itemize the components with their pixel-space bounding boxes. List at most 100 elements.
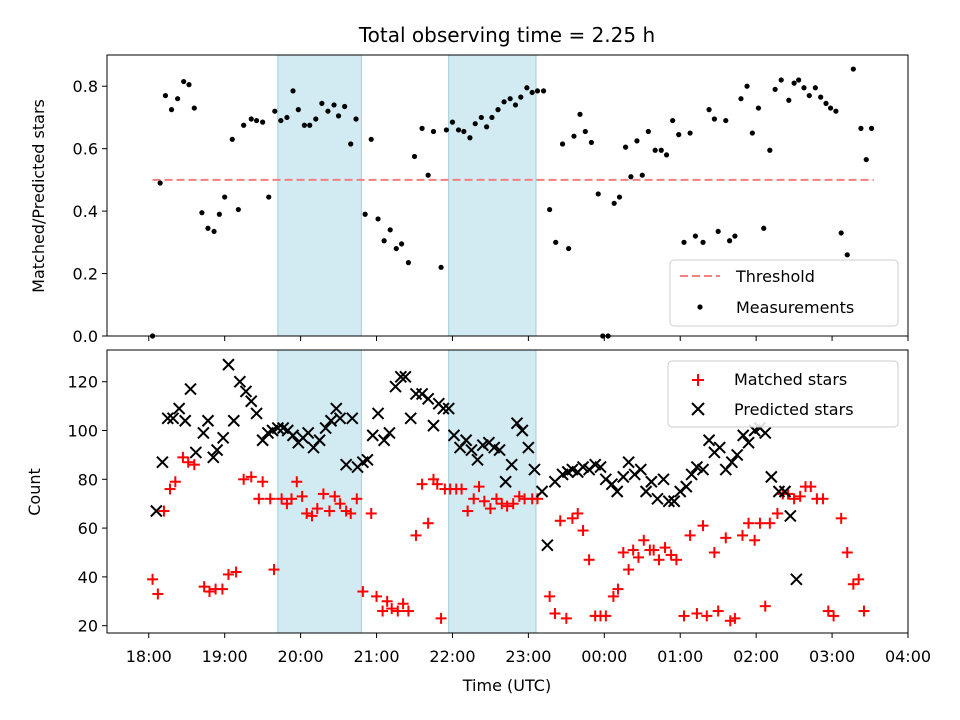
measurement-point — [827, 105, 834, 111]
measurement-point — [571, 133, 577, 139]
measurement-point — [331, 102, 337, 108]
predicted-star-marker — [737, 429, 750, 442]
predicted-star-markers — [150, 358, 803, 586]
measurement-point — [375, 216, 381, 222]
predicted-star-marker — [210, 443, 224, 457]
measurement-point — [472, 121, 478, 127]
predicted-star-marker — [765, 470, 778, 484]
matched-star-marker — [729, 612, 741, 624]
measurement-point — [687, 130, 693, 136]
measurement-point — [639, 172, 645, 178]
matched-star-marker — [334, 498, 346, 510]
matched-star-marker — [853, 573, 865, 585]
predicted-star-marker — [522, 441, 535, 454]
matched-star-marker — [617, 546, 629, 558]
measurement-point — [205, 225, 211, 231]
predicted-star-marker — [493, 443, 506, 457]
top-legend-box — [669, 259, 899, 327]
matched-star-marker — [648, 544, 660, 556]
measurement-point — [335, 113, 342, 119]
predicted-star-marker — [271, 421, 285, 435]
x-tick-label: 23:00 — [505, 647, 551, 666]
measurement-point — [211, 228, 217, 235]
matched-star-marker — [392, 605, 404, 617]
predicted-star-marker — [516, 424, 529, 437]
predicted-star-marker — [161, 412, 174, 425]
matched-star-marker — [771, 507, 783, 519]
matched-star-marker — [858, 605, 870, 617]
ratio-panel: 0.00.20.40.60.8 Matched/Predicted stars … — [29, 54, 909, 346]
x-tick-label: 04:00 — [885, 647, 931, 666]
matched-star-marker — [577, 525, 589, 537]
predicted-star-marker — [409, 387, 423, 401]
matched-star-marker — [665, 549, 677, 561]
measurement-point — [507, 96, 513, 102]
matched-star-marker — [566, 512, 578, 524]
predicted-star-marker — [713, 441, 726, 454]
matched-star-marker — [583, 554, 595, 566]
measurement-point — [786, 97, 792, 103]
measurement-point — [772, 86, 778, 92]
measurement-point — [191, 105, 197, 111]
top-legend: Threshold Measurements — [669, 259, 899, 327]
measurement-point — [290, 88, 296, 94]
predicted-star-marker — [172, 402, 186, 415]
predicted-star-marker — [510, 416, 524, 430]
predicted-star-marker — [233, 375, 247, 388]
predicted-star-marker — [313, 434, 326, 447]
measurement-point — [812, 85, 818, 91]
measurement-point — [467, 135, 473, 141]
y-tick-label: 0.2 — [73, 265, 98, 284]
matched-star-marker — [323, 505, 335, 517]
measurement-point — [553, 239, 559, 245]
measurement-point — [411, 153, 418, 160]
observing-window-1 — [448, 349, 537, 634]
predicted-star-marker — [759, 426, 772, 440]
matched-star-marker — [544, 590, 556, 602]
measurement-point — [692, 233, 699, 239]
measurement-point — [455, 127, 462, 133]
matched-star-marker — [754, 517, 766, 529]
measurement-point — [175, 96, 181, 102]
measurement-point — [319, 100, 325, 106]
measurement-point — [301, 122, 308, 128]
matched-star-marker — [817, 493, 829, 505]
predicted-star-marker — [617, 470, 630, 484]
predicted-star-marker — [645, 475, 658, 488]
predicted-star-marker — [447, 429, 461, 442]
measurement-point — [744, 83, 750, 89]
measurement-point — [732, 233, 738, 239]
matched-star-marker — [431, 478, 443, 490]
predicted-star-marker — [685, 468, 698, 481]
matched-star-marker — [222, 568, 234, 580]
matched-star-marker — [381, 595, 393, 607]
predicted-star-marker — [286, 429, 300, 442]
predicted-star-marker — [189, 446, 203, 459]
y-tick-label: 60 — [78, 519, 98, 538]
predicted-star-marker — [594, 460, 607, 474]
predicted-star-marker — [216, 431, 230, 445]
predicted-star-marker — [667, 495, 681, 508]
predicted-star-marker — [377, 434, 391, 447]
matched-star-marker — [501, 500, 513, 512]
measurement-point — [168, 107, 175, 113]
measurement-point — [726, 238, 733, 244]
measurement-point — [588, 139, 594, 146]
measurement-point — [512, 102, 519, 108]
measurement-point — [838, 230, 844, 236]
predicted-star-marker — [222, 358, 235, 371]
matched-star-marker — [285, 493, 297, 505]
matched-star-marker — [257, 476, 269, 488]
x-tick-label: 22:00 — [429, 647, 475, 666]
measurement-point — [681, 239, 687, 245]
predicted-star-marker — [301, 426, 315, 440]
predicted-star-marker — [361, 453, 374, 466]
measurement-point — [260, 119, 266, 125]
matched-star-marker — [549, 607, 561, 619]
matched-star-marker — [627, 544, 639, 556]
bottom-legend-box — [667, 360, 899, 428]
matched-star-marker — [188, 459, 200, 471]
matched-star-marker — [158, 505, 170, 517]
measurement-point — [430, 128, 437, 135]
predicted-star-marker — [330, 402, 343, 415]
